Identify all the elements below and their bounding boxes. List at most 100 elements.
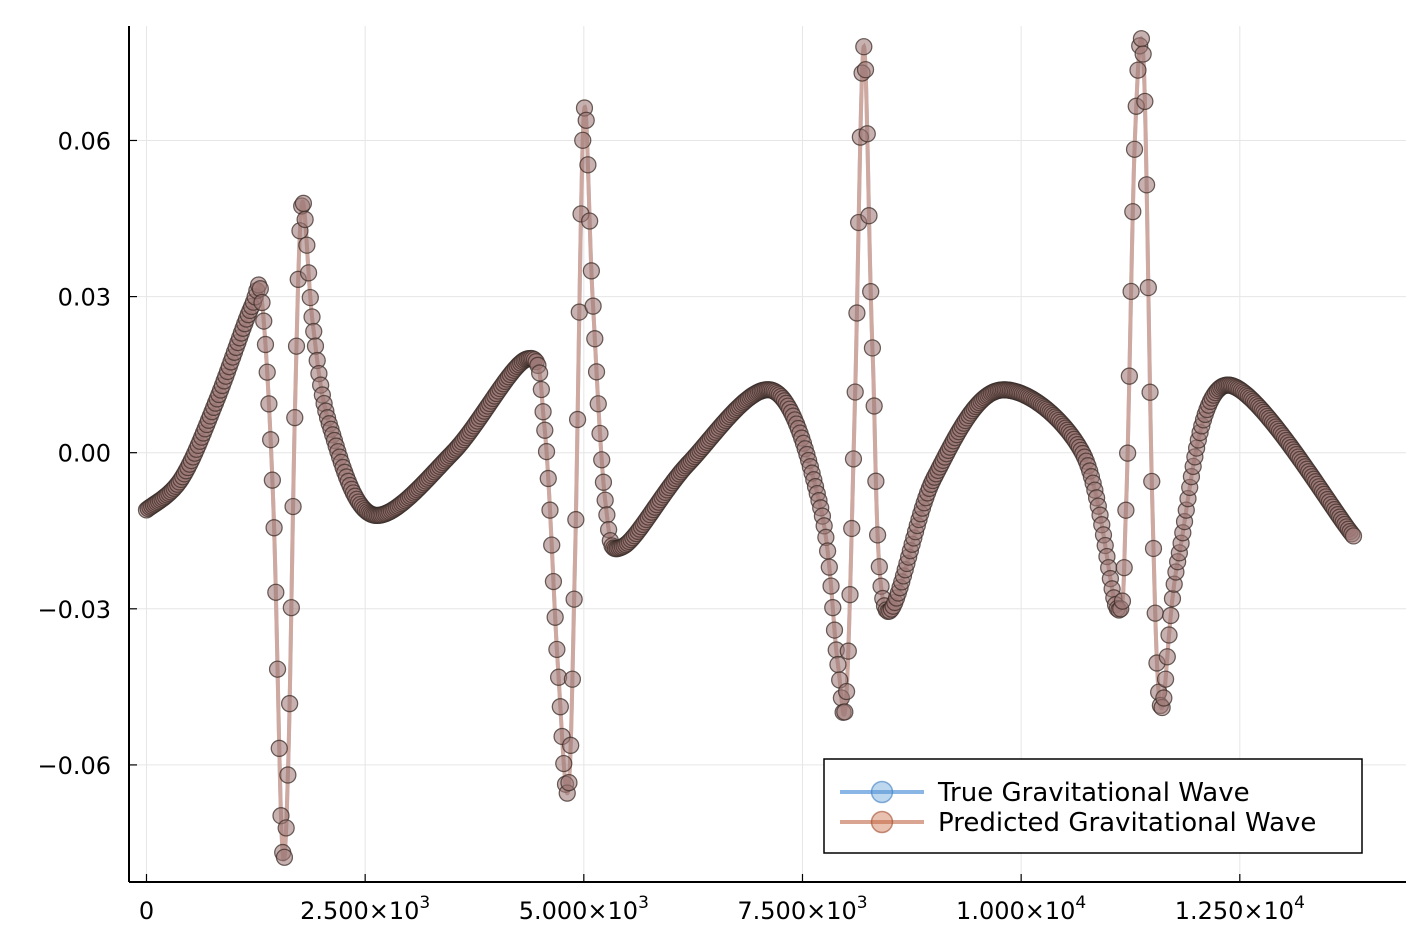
predicted-marker — [258, 363, 276, 381]
plot-series — [137, 30, 1363, 866]
true-marker — [544, 572, 563, 591]
x-tick-exponent: 3 — [419, 893, 430, 913]
true-marker — [265, 519, 283, 537]
x-tick-label: 5.000×103 — [519, 893, 649, 925]
predicted-marker — [589, 395, 607, 413]
predicted-marker — [1141, 383, 1159, 401]
predicted-marker — [587, 363, 606, 381]
predicted-marker — [1163, 589, 1182, 608]
predicted-marker — [869, 526, 887, 544]
predicted-marker — [841, 586, 859, 604]
y-tick-label: 0.06 — [58, 127, 111, 155]
predicted-marker — [296, 210, 314, 229]
predicted-marker — [1134, 45, 1152, 63]
x-tick-exponent: 3 — [638, 893, 649, 913]
true-marker — [531, 364, 549, 382]
predicted-marker — [268, 660, 287, 678]
predicted-marker — [1129, 61, 1147, 79]
predicted-marker — [1125, 140, 1144, 158]
predicted-marker — [1138, 176, 1156, 194]
predicted-marker — [251, 280, 269, 298]
true-marker — [262, 431, 280, 449]
predicted-marker — [598, 506, 616, 524]
x-tick-label: 7.500×103 — [737, 893, 867, 925]
predicted-marker — [555, 754, 573, 773]
true-marker — [543, 536, 561, 554]
predicted-marker — [562, 736, 580, 754]
predicted-marker — [536, 421, 554, 439]
predicted-marker — [855, 38, 873, 56]
predicted-marker — [279, 766, 297, 784]
predicted-marker — [1146, 604, 1164, 622]
true-marker — [301, 288, 319, 307]
true-marker — [565, 590, 583, 608]
x-tick-exponent: 4 — [1294, 893, 1305, 913]
true-marker — [253, 293, 271, 312]
true-marker — [293, 197, 311, 215]
true-marker — [574, 131, 592, 149]
true-marker — [555, 754, 573, 773]
predicted-marker — [541, 501, 559, 519]
predicted-marker — [594, 473, 613, 491]
true-marker — [600, 521, 618, 539]
y-tick-label: 0.03 — [58, 284, 111, 312]
predicted-marker — [543, 536, 561, 554]
predicted-marker — [820, 558, 838, 576]
predicted-marker — [531, 364, 549, 382]
predicted-marker — [256, 335, 275, 354]
true-marker — [299, 264, 318, 282]
predicted-marker — [548, 640, 566, 659]
predicted-marker — [550, 668, 568, 686]
true-marker — [587, 363, 606, 381]
predicted-marker — [600, 521, 618, 539]
series-true-line — [145, 35, 1356, 862]
legend-predicted-marker — [870, 810, 894, 834]
predicted-marker — [577, 111, 595, 129]
predicted-marker — [848, 304, 866, 322]
x-tick-label: 2.500×103 — [300, 893, 430, 925]
predicted-marker — [546, 608, 564, 626]
true-marker — [296, 210, 314, 229]
predicted-marker — [839, 642, 857, 660]
true-marker — [258, 363, 276, 381]
true-marker — [298, 236, 316, 254]
true-marker — [567, 511, 585, 529]
true-marker — [579, 156, 597, 174]
predicted-marker — [282, 599, 300, 617]
true-marker — [286, 409, 304, 427]
true-marker — [593, 451, 611, 469]
predicted-marker — [253, 293, 271, 312]
predicted-marker — [822, 577, 840, 595]
true-marker — [551, 698, 569, 716]
predicted-marker — [551, 698, 569, 716]
predicted-marker — [558, 784, 576, 802]
true-marker — [548, 640, 566, 659]
true-marker — [270, 739, 288, 757]
x-tick-label: 1.000×104 — [956, 893, 1086, 925]
predicted-marker — [1120, 367, 1138, 385]
true-marker — [532, 380, 550, 399]
true-marker — [586, 330, 604, 348]
true-marker — [562, 736, 580, 754]
predicted-marker — [836, 703, 854, 721]
predicted-marker — [306, 337, 325, 355]
predicted-marker — [584, 297, 602, 315]
predicted-marker — [568, 410, 587, 429]
true-marker — [563, 670, 582, 688]
predicted-marker — [572, 205, 590, 223]
true-marker — [581, 212, 599, 230]
true-marker — [281, 695, 299, 713]
predicted-marker — [596, 491, 614, 509]
predicted-marker — [1162, 606, 1180, 625]
predicted-marker — [1160, 626, 1178, 644]
true-marker — [536, 421, 554, 439]
true-marker — [306, 337, 325, 355]
true-marker — [591, 424, 609, 443]
true-marker — [584, 297, 602, 315]
true-marker — [305, 322, 323, 341]
predicted-marker — [582, 262, 600, 280]
predicted-marker — [867, 472, 885, 490]
predicted-marker — [308, 351, 326, 370]
predicted-marker — [860, 207, 878, 225]
true-marker — [534, 403, 552, 421]
